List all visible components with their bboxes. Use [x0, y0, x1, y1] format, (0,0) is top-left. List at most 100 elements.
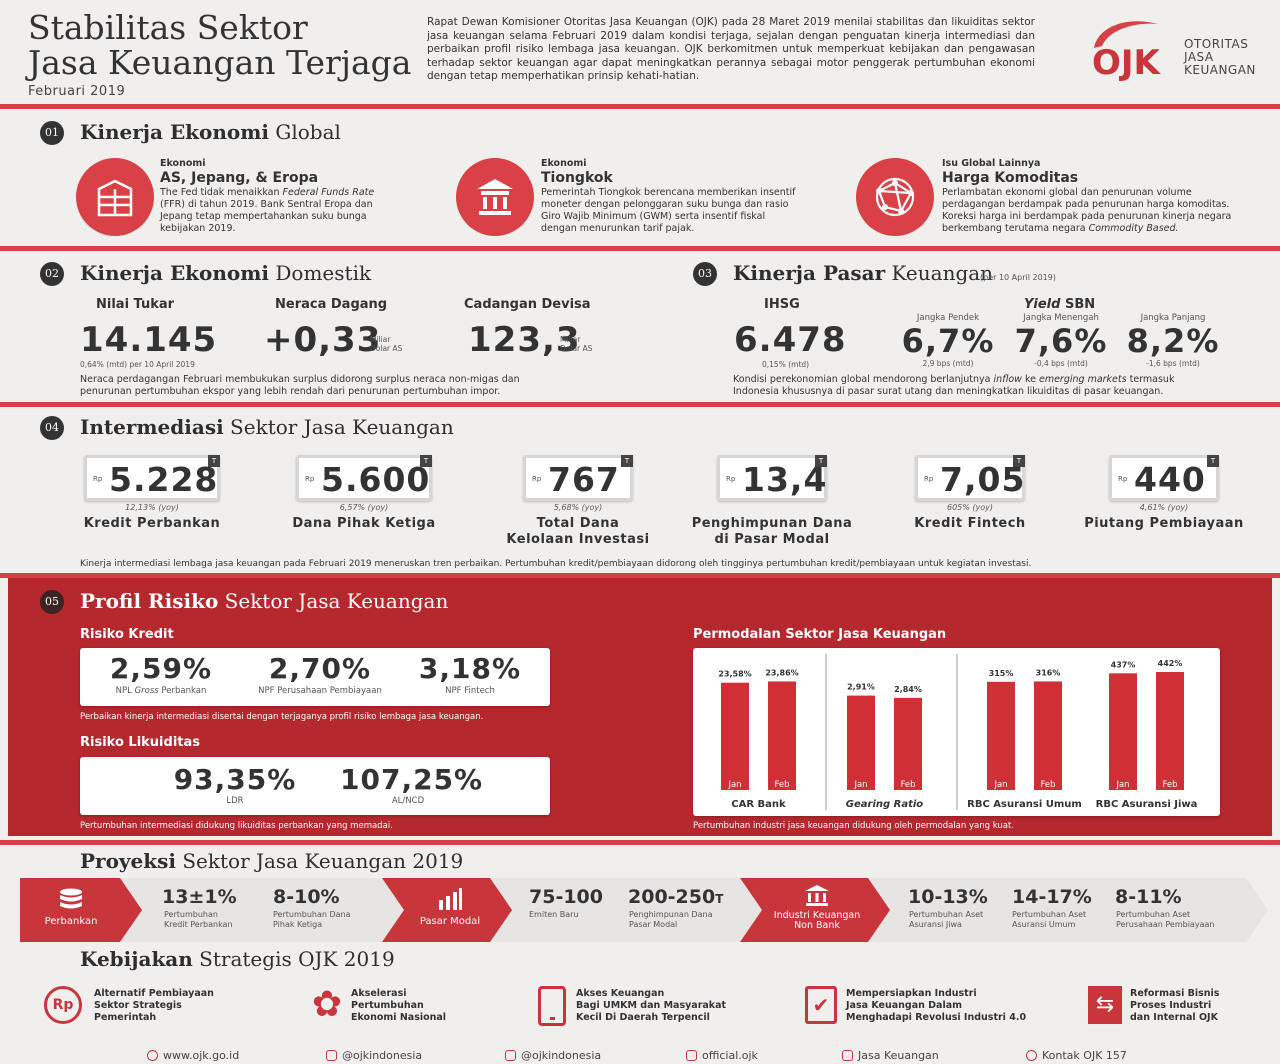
chart-data-label: 23,58%: [718, 670, 751, 679]
chart-data-label: 442%: [1158, 659, 1183, 668]
section-number-04: 04: [40, 416, 64, 440]
section-title-05: Profil Risiko Sektor Jasa Keuangan: [80, 589, 449, 613]
cadangan-devisa-label: Cadangan Devisa: [464, 297, 591, 312]
intermediasi-value: 5.600: [321, 460, 431, 499]
logo-line-2: JASA: [1184, 50, 1214, 64]
neraca-dagang-label: Neraca Dagang: [275, 297, 388, 312]
permodalan-desc: Pertumbuhan industri jasa keuangan diduk…: [693, 821, 1014, 831]
intermediasi-value: 13,4: [742, 460, 828, 499]
chart-category-label: Jan: [727, 780, 741, 790]
note: -0,4 bps (mtd): [1034, 359, 1088, 368]
nilai-tukar-label: Nilai Tukar: [96, 297, 175, 312]
rp-label: Rp: [924, 475, 934, 483]
kicker: Ekonomi: [541, 158, 587, 169]
bank-icon: [805, 885, 829, 906]
proj-emiten-label: Emiten Baru: [529, 910, 579, 919]
value: 7,6%: [1014, 322, 1108, 360]
facebook-icon: [686, 1050, 697, 1061]
term: Jangka Panjang: [1140, 313, 1206, 323]
chart-category-label: Feb: [900, 780, 915, 790]
intermediasi-note: 6,57% (yoy): [339, 503, 389, 512]
rp-label: Rp: [726, 475, 736, 483]
divider: [0, 104, 1280, 109]
footer-instagram[interactable]: @ojkindonesia: [505, 1049, 601, 1062]
proj-asuransi-umum-value: 14-17%: [1012, 886, 1092, 908]
proj-kredit-value: 13±1%: [162, 886, 237, 908]
trillion-badge: T: [815, 455, 827, 467]
intermediasi-card: Rp 5.228 T: [84, 455, 220, 501]
page-title: Stabilitas Sektor Jasa Keuangan Terjaga: [28, 10, 411, 80]
yield-long: Jangka Panjang 8,2% -1,6 bps (mtd): [1124, 313, 1222, 368]
chart-bar: [987, 681, 1015, 790]
value: 93,35%: [173, 763, 297, 796]
section-number-05: 05: [40, 590, 64, 614]
intermediasi-desc: Kinerja intermediasi lembaga jasa keuang…: [80, 559, 1032, 569]
divider: [0, 246, 1280, 251]
footer-website[interactable]: www.ojk.go.id: [147, 1049, 239, 1062]
perbankan-chevron: Perbankan: [22, 888, 120, 927]
pasar-desc: Kondisi perekonomian global mendorong be…: [733, 374, 1175, 397]
svg-text:OJK: OJK: [1092, 43, 1162, 82]
body: Pemerintah Tiongkok berencana memberikan…: [541, 187, 796, 234]
footer-twitter[interactable]: @ojkindonesia: [326, 1049, 422, 1062]
iknb-label: Industri Keuangan Non Bank: [773, 910, 861, 931]
rp-label: Rp: [305, 475, 315, 483]
kebijakan-item-2: Akselerasi Pertumbuhan Ekonomi Nasional: [351, 988, 447, 1023]
cadangan-devisa-unit: Miliar Dolar AS: [560, 335, 593, 353]
ojk-logo-wordmark: OTORITAS JASA KEUANGAN: [1184, 38, 1256, 77]
footer-youtube[interactable]: Jasa Keuangan: [842, 1049, 939, 1062]
twitter-icon: [326, 1050, 337, 1061]
checklist-icon: ✔: [805, 986, 837, 1024]
ihsg-label: IHSG: [764, 297, 800, 312]
proj-asuransi-jiwa-value: 10-13%: [908, 886, 988, 908]
proj-pembiayaan-label: Pertumbuhan Aset Perusahaan Pembiayaan: [1116, 910, 1215, 929]
footer-contact[interactable]: Kontak OJK 157: [1026, 1049, 1127, 1062]
npf-pembiayaan: 2,70% NPF Perusahaan Pembiayaan: [240, 652, 400, 696]
kebijakan-item-1: Alternatif Pembiayaan Sektor Strategis Pem…: [94, 988, 214, 1023]
chart-data-label: 316%: [1036, 668, 1061, 677]
rp-label: Rp: [1118, 475, 1128, 483]
temple-icon: [456, 158, 534, 236]
chart-bar: [721, 682, 749, 790]
domestik-desc: Neraca perdagangan Februari membukukan s…: [80, 374, 520, 397]
proj-asuransi-jiwa-label: Pertumbuhan Aset Asuransi Jiwa: [909, 910, 984, 929]
headline: Harga Komoditas: [942, 170, 1079, 186]
chart-group-label: RBC Asuransi Jiwa: [1096, 799, 1198, 810]
intermediasi-card: Rp 767 T: [523, 455, 633, 501]
intermediasi-label: Piutang Pembiayaan: [1084, 516, 1244, 531]
ojk-logo[interactable]: OJK OTORITAS JASA KEUANGAN: [1088, 18, 1268, 82]
footer-bar: [0, 1040, 1280, 1064]
iknb-chevron: Industri Keuangan Non Bank: [762, 884, 872, 931]
label: NPL Gross Perbankan: [115, 686, 207, 696]
kebijakan-item-4: Mempersiapkan Industri Jasa Keuangan Dala…: [846, 988, 1027, 1023]
proyeksi-arrow-band: [20, 878, 1268, 942]
chart-data-label: 2,84%: [894, 685, 922, 694]
footer-facebook[interactable]: official.ojk: [686, 1049, 758, 1062]
kicker: Ekonomi: [160, 158, 206, 169]
section-number-02: 02: [40, 262, 64, 286]
divider: [0, 573, 1280, 578]
proj-kredit-label: Pertumbuhan Kredit Perbankan: [164, 910, 233, 929]
building-icon: [76, 158, 154, 236]
risiko-kredit-title: Risiko Kredit: [80, 627, 174, 642]
value: 3,18%: [418, 652, 522, 685]
global-item-1: Ekonomi AS, Jepang, & Eropa The Fed tida…: [160, 158, 390, 235]
trillion-badge: T: [1207, 455, 1219, 467]
note: -1,6 bps (mtd): [1146, 359, 1200, 368]
trillion-badge: T: [1013, 455, 1025, 467]
headline: Tiongkok: [541, 170, 613, 186]
kebijakan-item-3: Akses Keuangan Bagi UMKM dan Masyarakat Ke…: [576, 988, 727, 1023]
globe-network-icon: [856, 158, 934, 236]
label: NPF Perusahaan Pembiayaan: [258, 686, 382, 696]
value: 107,25%: [340, 763, 484, 796]
proj-emiten-value: 75-100: [529, 886, 603, 908]
proj-dpk-value: 8-10%: [273, 886, 340, 908]
cadangan-devisa-value: 123,3: [468, 320, 581, 360]
bar-chart-icon: [439, 888, 462, 910]
intermediasi-label: Penghimpunan Dana di Pasar Modal: [691, 516, 853, 547]
permodalan-chart-card: 23,58% Jan 23,86% Feb CAR Bank 2,91% Jan 2,84% F…: [693, 648, 1220, 816]
ldr: 93,35% LDR: [170, 763, 300, 805]
risiko-kredit-desc: Perbaikan kinerja intermediasi disertai …: [80, 712, 484, 722]
title-line-1: Stabilitas Sektor: [28, 8, 308, 47]
value: 2,70%: [268, 652, 372, 685]
